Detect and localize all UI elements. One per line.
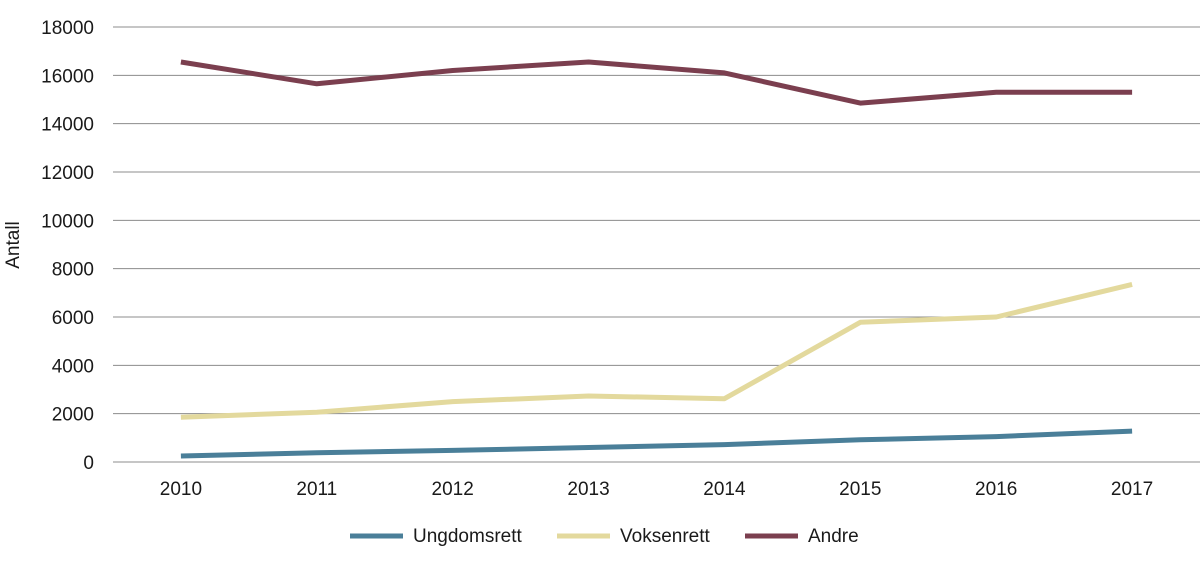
- legend-item-voksenrett: Voksenrett: [557, 526, 710, 547]
- x-axis-ticks: 2010 2011 2012 2013 2014 2015 2016 2017: [160, 479, 1153, 500]
- legend-label: Ungdomsrett: [413, 526, 522, 547]
- y-tick-label: 12000: [41, 163, 94, 184]
- legend-item-ungdomsrett: Ungdomsrett: [350, 526, 522, 547]
- x-tick-label: 2012: [432, 479, 474, 500]
- x-tick-label: 2016: [975, 479, 1017, 500]
- legend-item-andre: Andre: [745, 526, 859, 547]
- y-tick-label: 10000: [41, 211, 94, 232]
- x-tick-label: 2011: [296, 479, 337, 500]
- legend-label: Voksenrett: [620, 526, 710, 547]
- series-lines: [180, 59, 1133, 459]
- y-tick-label: 4000: [52, 356, 94, 377]
- x-tick-label: 2013: [567, 479, 609, 500]
- y-axis-title: Antall: [3, 221, 24, 269]
- x-tick-label: 2015: [839, 479, 881, 500]
- y-tick-label: 16000: [41, 66, 94, 87]
- series-line-ungdomsrett: [180, 428, 1133, 459]
- legend-label: Andre: [808, 526, 859, 547]
- series-line-andre: [180, 59, 1133, 106]
- series-line-voksenrett: [180, 281, 1133, 420]
- y-tick-label: 18000: [41, 18, 94, 39]
- x-tick-label: 2010: [160, 479, 202, 500]
- y-tick-label: 6000: [52, 308, 94, 329]
- y-tick-label: 2000: [52, 405, 94, 426]
- x-tick-label: 2017: [1111, 479, 1153, 500]
- y-tick-label: 0: [83, 453, 94, 474]
- y-tick-label: 14000: [41, 115, 94, 136]
- legend: Ungdomsrett Voksenrett Andre: [350, 526, 859, 547]
- y-tick-label: 8000: [52, 260, 94, 281]
- y-axis-ticks: 0 2000 4000 6000 8000 10000 12000 14000 16000 180…: [41, 18, 94, 474]
- x-tick-label: 2014: [703, 479, 746, 500]
- gridlines: [113, 26, 1200, 463]
